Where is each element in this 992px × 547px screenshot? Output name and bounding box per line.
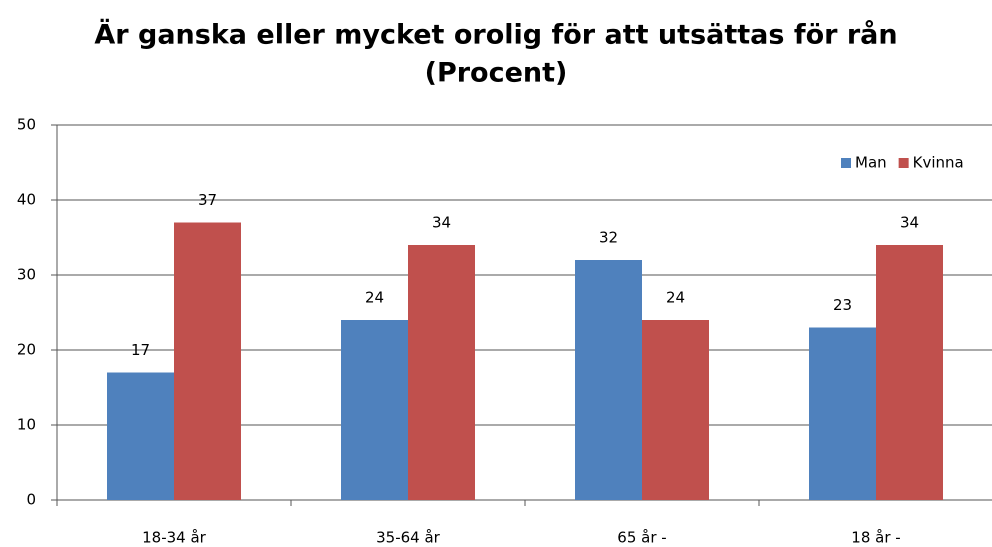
legend-label: Kvinna <box>913 154 964 172</box>
chart-title: Är ganska eller mycket orolig för att ut… <box>94 19 897 51</box>
chart-subtitle: (Procent) <box>425 58 568 89</box>
bar <box>575 260 642 500</box>
bar <box>642 320 709 500</box>
data-label: 24 <box>365 289 384 307</box>
bar <box>809 327 876 500</box>
y-tick-label: 50 <box>17 116 36 134</box>
data-label: 34 <box>432 214 451 232</box>
x-tick-label: 18 år - <box>851 529 900 547</box>
bar <box>107 372 174 500</box>
data-label: 24 <box>666 289 685 307</box>
y-tick-label: 40 <box>17 191 36 209</box>
data-label: 34 <box>900 214 919 232</box>
data-label: 32 <box>599 229 618 247</box>
x-tick-label: 35-64 år <box>376 529 441 547</box>
bar <box>174 222 241 500</box>
data-label: 23 <box>833 296 852 314</box>
data-label: 37 <box>198 191 217 209</box>
y-tick-label: 20 <box>17 341 36 359</box>
legend-swatch <box>841 158 851 168</box>
x-tick-label: 18-34 år <box>142 529 207 547</box>
legend-label: Man <box>855 154 887 172</box>
y-tick-label: 0 <box>26 491 36 509</box>
data-label: 17 <box>131 341 150 359</box>
bar <box>876 245 943 500</box>
bar <box>341 320 408 500</box>
y-tick-label: 10 <box>17 416 36 434</box>
y-tick-label: 30 <box>17 266 36 284</box>
x-tick-label: 65 år - <box>617 529 666 547</box>
bar <box>408 245 475 500</box>
legend-swatch <box>898 158 909 168</box>
